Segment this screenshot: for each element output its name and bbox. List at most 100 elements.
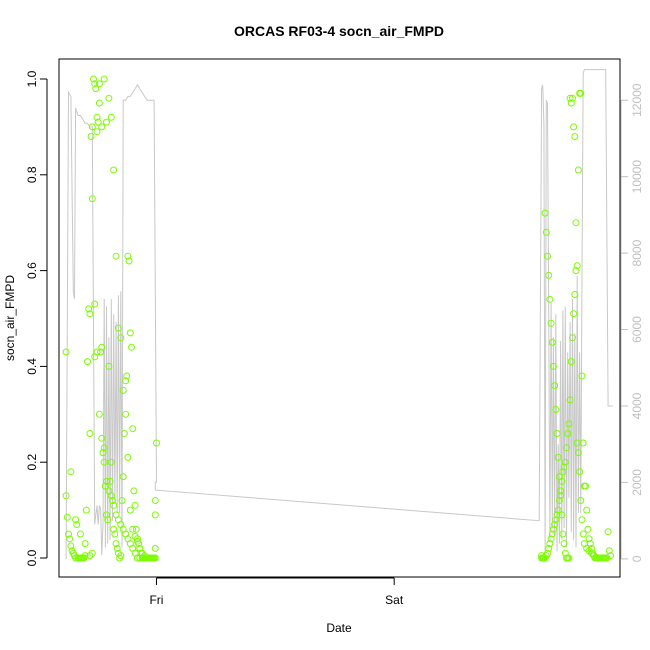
data-point <box>90 75 97 83</box>
data-point <box>578 516 586 524</box>
data-point <box>117 334 125 342</box>
data-point <box>107 113 115 121</box>
data-point <box>110 166 118 174</box>
data-point <box>109 497 116 504</box>
data-point <box>91 80 99 88</box>
data-point <box>123 372 131 380</box>
data-point <box>595 554 603 562</box>
plot-frame <box>58 58 621 578</box>
data-point <box>112 252 120 260</box>
data-point <box>577 89 585 97</box>
data-point <box>95 80 103 88</box>
data-point <box>95 99 103 107</box>
data-point <box>92 85 100 93</box>
y-tick-label: 0.0 <box>25 549 39 566</box>
data-point <box>541 209 549 217</box>
data-point <box>120 430 128 437</box>
axes-layer: 0.0 0.2 0.4 0.6 0.8 1.0 0 2000 4000 6000 8000 10000… <box>25 70 644 607</box>
data-point <box>98 434 106 442</box>
data-point <box>153 439 160 447</box>
y-tick-label: 1.0 <box>25 70 39 87</box>
data-point <box>138 554 146 562</box>
data-point <box>65 530 72 538</box>
data-point <box>104 516 112 524</box>
data-point <box>106 477 114 485</box>
data-point <box>576 468 584 476</box>
data-point <box>574 166 582 174</box>
x-tick-label: Fri <box>149 593 163 607</box>
data-point <box>555 497 563 504</box>
data-point <box>114 549 122 557</box>
data-point <box>583 506 591 514</box>
data-point <box>559 530 567 538</box>
data-point <box>557 492 565 500</box>
data-point <box>151 554 159 562</box>
y2-tick-label: 0 <box>630 555 644 562</box>
data-point <box>111 530 119 538</box>
data-point <box>128 343 135 351</box>
data-point <box>578 372 586 380</box>
data-point <box>559 468 567 476</box>
data-point <box>91 300 99 308</box>
data-point <box>141 554 149 562</box>
chart-title: ORCAS RF03-4 socn_air_FMPD <box>234 23 444 39</box>
data-point <box>577 497 585 504</box>
y-axis-label: socn_air_FMPD <box>3 275 17 361</box>
data-point <box>97 348 105 356</box>
data-point <box>151 544 159 552</box>
data-point <box>86 552 94 560</box>
data-point <box>584 525 592 533</box>
y2-tick-label: 12000 <box>630 83 644 117</box>
x-axis-label: Date <box>326 621 352 635</box>
data-point <box>72 516 80 524</box>
data-point <box>105 362 113 370</box>
data-point <box>67 542 75 550</box>
series-line <box>65 69 613 559</box>
data-point <box>76 530 84 538</box>
data-point <box>88 549 96 557</box>
data-point <box>99 449 107 457</box>
data-point <box>573 262 581 270</box>
data-point <box>63 513 71 521</box>
data-point <box>582 482 589 490</box>
data-point <box>583 544 591 552</box>
data-point <box>112 540 120 548</box>
data-point <box>119 386 127 394</box>
data-point <box>544 252 551 260</box>
data-point <box>549 525 557 533</box>
data-point <box>100 75 108 83</box>
data-point <box>592 554 600 562</box>
data-point <box>81 552 89 560</box>
data-point <box>561 458 569 466</box>
data-point <box>100 444 108 452</box>
data-point <box>548 530 556 538</box>
data-point <box>132 525 140 533</box>
data-point <box>569 334 576 342</box>
data-point <box>547 535 555 543</box>
data-point <box>105 94 113 102</box>
y2-tick-label: 10000 <box>630 160 644 194</box>
data-point <box>95 410 103 418</box>
data-point <box>125 257 133 265</box>
data-point <box>110 501 118 509</box>
data-point <box>124 453 132 461</box>
data-point <box>558 511 566 519</box>
y2-tick-label: 2000 <box>630 469 644 496</box>
data-point <box>570 123 578 131</box>
data-point <box>566 396 574 404</box>
data-point <box>585 535 593 543</box>
data-point <box>545 271 553 279</box>
data-point <box>73 521 81 528</box>
data-point <box>567 358 575 366</box>
data-point <box>151 511 159 519</box>
y-tick-label: 0.8 <box>25 166 39 183</box>
data-point <box>545 544 553 552</box>
data-point <box>602 554 610 562</box>
data-point <box>133 554 141 562</box>
x-tick-label: Sat <box>385 593 404 607</box>
data-point <box>101 482 109 490</box>
data-point <box>604 528 612 536</box>
data-point <box>560 463 568 471</box>
data-point <box>564 430 572 437</box>
